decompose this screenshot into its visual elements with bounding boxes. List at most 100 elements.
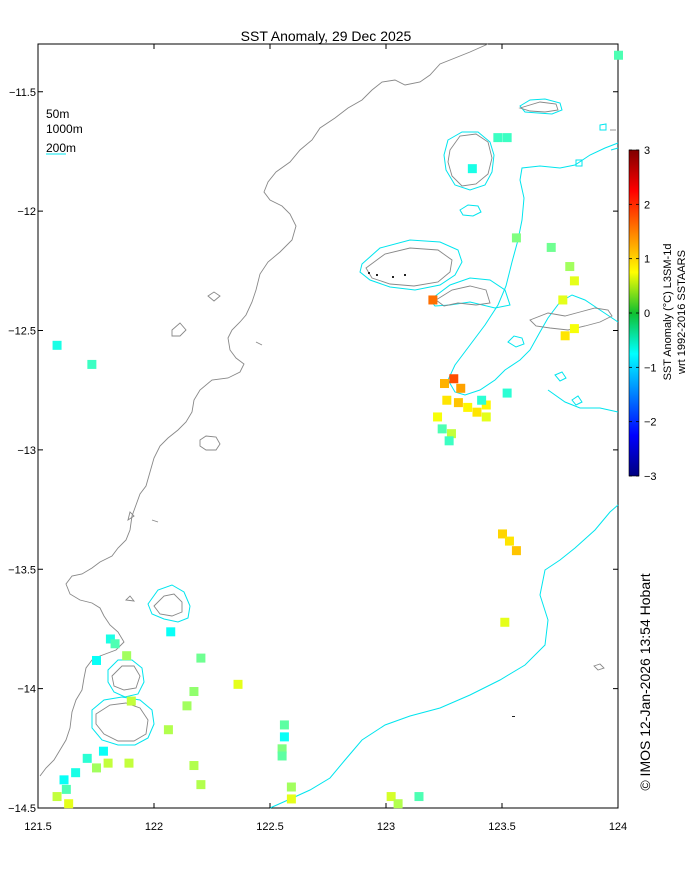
sst-pixel — [277, 744, 287, 754]
sst-pixel — [569, 276, 579, 286]
sst-pixel — [546, 242, 556, 252]
sst-pixel — [440, 379, 449, 389]
contour-gray — [39, 43, 616, 777]
colorbar-label-line1: SST Anomaly (°C) L3SM-1d — [662, 244, 674, 381]
sst-pixel — [196, 780, 206, 790]
sst-pixel — [52, 340, 62, 350]
sst-pixel — [504, 536, 514, 546]
colorbar-tick-label: 3 — [644, 145, 650, 157]
x-tick-label: 122.5 — [256, 821, 284, 833]
sst-pixel — [481, 400, 491, 410]
plot-frame — [37, 43, 619, 809]
sst-pixel — [502, 388, 512, 398]
contour-legend: 50m 1000m 200m — [46, 107, 83, 155]
sst-pixel — [449, 374, 459, 384]
sst-pixel — [87, 359, 97, 369]
legend-200m: 200m — [46, 141, 76, 155]
sst-pixel — [182, 701, 192, 711]
colorbar-tick-label: 2 — [644, 199, 650, 211]
sst-pixel — [560, 331, 570, 341]
sst-pixel — [126, 696, 136, 706]
credit-text: © IMOS 12-Jan-2026 13:54 Hobart — [637, 573, 653, 790]
sst-pixel — [511, 546, 521, 556]
y-tick-label: −14 — [17, 684, 36, 696]
sst-pixel — [64, 799, 74, 809]
sst-pixel — [444, 436, 454, 446]
sst-pixel — [433, 412, 443, 422]
sst-pixel — [286, 782, 296, 792]
colorbar-tick-label: 1 — [644, 254, 650, 266]
map-title: SST Anomaly, 29 Dec 2025 — [241, 28, 412, 44]
sst-pixel — [500, 617, 510, 627]
sst-pixel — [71, 768, 81, 778]
sst-pixel — [437, 424, 447, 434]
sst-pixel — [481, 412, 491, 422]
y-tick-label: −11.5 — [9, 87, 36, 99]
sst-pixel — [614, 50, 623, 60]
sst-pixel — [105, 634, 115, 644]
sst-pixel — [498, 529, 507, 539]
sst-pixel — [61, 784, 71, 794]
colorbar-ticks: 3 2 1 0 −1 −2 −3 — [629, 145, 657, 483]
sst-pixel — [393, 799, 403, 809]
sst-pixel — [189, 761, 199, 771]
sst-pixel — [277, 751, 287, 761]
sst-anomaly-pixels — [52, 50, 623, 809]
sst-pixel — [163, 725, 173, 735]
sst-pixel — [414, 792, 424, 802]
y-tick-label: −14.5 — [8, 803, 36, 815]
sst-pixel — [511, 233, 521, 243]
sst-pixel — [386, 792, 396, 802]
x-tick-label: 123 — [377, 821, 395, 833]
small-islands — [368, 272, 515, 717]
sst-pixel — [446, 429, 456, 439]
sst-pixel — [502, 133, 512, 143]
sst-pixel — [477, 395, 487, 405]
sst-pixel — [456, 383, 466, 393]
sst-pixel — [558, 295, 568, 305]
x-axis: 121.5 122 122.5 123 123.5 124 — [24, 44, 627, 833]
sst-pixel — [124, 758, 134, 768]
plot-area — [37, 43, 623, 809]
sst-pixel — [286, 794, 296, 804]
sst-pixel — [442, 395, 452, 405]
legend-1000m: 1000m — [46, 122, 83, 136]
sst-pixel — [493, 133, 503, 143]
x-tick-label: 124 — [609, 821, 627, 833]
y-tick-label: −13.5 — [8, 564, 36, 576]
sst-pixel — [428, 295, 438, 305]
x-tick-label: 121.5 — [24, 821, 52, 833]
x-tick-label: 123.5 — [488, 821, 516, 833]
sst-pixel — [467, 164, 477, 174]
sst-pixel — [166, 627, 176, 637]
sst-pixel — [233, 679, 243, 689]
sst-pixel — [52, 792, 62, 802]
sst-pixel — [110, 639, 120, 649]
legend-50m: 50m — [46, 107, 69, 121]
colorbar-tick-label: −2 — [644, 417, 657, 429]
sst-pixel — [92, 655, 101, 665]
sst-pixel — [279, 732, 289, 742]
sst-pixel — [122, 651, 132, 661]
y-tick-label: −12 — [17, 206, 36, 218]
x-tick-label: 122 — [145, 821, 163, 833]
sst-pixel — [453, 398, 463, 408]
sst-pixel — [196, 653, 206, 663]
sst-pixel — [103, 758, 113, 768]
y-tick-label: −12.5 — [8, 326, 36, 338]
colorbar-tick-label: −3 — [644, 471, 657, 483]
sst-pixel — [82, 753, 92, 763]
colorbar-label-line2: wrt 1992-2016 SSTAARS — [676, 250, 688, 375]
sst-pixel — [92, 763, 101, 773]
sst-pixel — [59, 775, 69, 785]
y-axis: −11.5 −12 −12.5 −13 −13.5 −14 −14.5 — [8, 87, 618, 815]
sst-pixel — [189, 687, 199, 697]
colorbar-tick-label: −1 — [644, 362, 657, 374]
sst-pixel — [472, 407, 482, 417]
y-tick-label: −13 — [17, 445, 36, 457]
sst-pixel — [279, 720, 289, 730]
colorbar: 3 2 1 0 −1 −2 −3 SST Anomaly (°C) L3SM-1d wrt … — [628, 145, 688, 483]
colorbar-tick-label: 0 — [644, 308, 650, 320]
sst-pixel — [98, 746, 108, 756]
